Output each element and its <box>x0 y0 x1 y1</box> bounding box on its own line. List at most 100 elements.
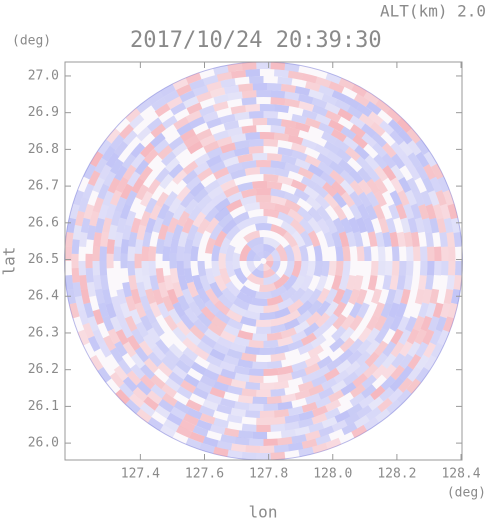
radar-cell <box>163 418 180 432</box>
radar-cell <box>213 342 230 356</box>
radar-cell <box>246 237 264 249</box>
radar-cell <box>303 185 320 200</box>
radar-cell <box>398 140 414 157</box>
radar-cell <box>143 358 159 374</box>
radar-cell <box>223 427 240 438</box>
radar-cell <box>79 232 88 248</box>
radar-cell <box>407 164 421 181</box>
radar-cell <box>267 118 282 127</box>
radar-cell <box>83 163 97 180</box>
radar-cell <box>331 325 347 342</box>
radar-cell <box>425 232 434 248</box>
radar-cell <box>381 364 397 380</box>
radar-cell <box>328 261 337 277</box>
radar-cell <box>389 274 399 291</box>
radar-cell <box>92 329 105 345</box>
radar-cell <box>277 372 293 383</box>
radar-cell <box>248 139 264 147</box>
radar-cell <box>372 204 385 221</box>
radar-cell <box>216 173 233 186</box>
radar-cell <box>74 210 85 227</box>
radar-cell <box>270 416 286 425</box>
radar-cell <box>348 338 364 354</box>
radar-cell <box>157 145 173 160</box>
radar-cell <box>150 384 166 399</box>
radar-cell <box>399 340 413 357</box>
radar-cell <box>125 295 137 312</box>
radar-cell <box>346 274 357 291</box>
radar-cell <box>390 177 404 194</box>
radar-cell <box>429 176 442 193</box>
radar-cell <box>229 303 247 317</box>
radar-cell <box>98 302 109 318</box>
radar-cell <box>144 197 158 214</box>
radar-cell <box>247 303 264 313</box>
radar-cell <box>105 152 120 168</box>
radar-cell <box>223 185 240 198</box>
radar-cell <box>300 176 317 190</box>
radar-cell <box>136 281 147 298</box>
radar-cell <box>80 288 91 305</box>
radar-cell <box>353 93 370 107</box>
radar-cell <box>140 374 156 390</box>
radar-cell <box>256 452 271 460</box>
radar-cell <box>314 365 331 379</box>
radar-cell <box>404 316 418 333</box>
radar-cell <box>325 110 342 123</box>
radar-cell <box>241 90 257 99</box>
radar-cell <box>97 183 110 200</box>
radar-cell <box>404 189 418 206</box>
radar-cell <box>163 90 180 104</box>
radar-cell <box>307 206 323 223</box>
radar-cell <box>296 310 313 325</box>
radar-cell <box>255 326 272 334</box>
radar-cell <box>236 291 254 305</box>
radar-cell <box>87 335 101 352</box>
radar-cell <box>92 261 101 276</box>
radar-cell <box>315 434 332 446</box>
radar-cell <box>251 244 264 254</box>
y-tick-label: 26.3 <box>28 325 59 340</box>
radar-cell <box>397 129 413 145</box>
radar-cell <box>280 286 297 302</box>
radar-cell <box>196 287 211 304</box>
radar-cell <box>206 354 223 368</box>
radar-cell <box>182 169 198 185</box>
radar-cell <box>335 245 344 261</box>
radar-cell <box>241 62 257 71</box>
radar-cell <box>387 118 404 134</box>
radar-cell <box>435 190 447 206</box>
radar-cell <box>219 237 232 255</box>
radar-cell <box>214 274 228 292</box>
radar-cell <box>277 146 294 157</box>
radar-cell <box>357 302 370 319</box>
radar-cell <box>177 274 189 291</box>
radar-cell <box>284 421 300 431</box>
radar-cell <box>159 424 176 438</box>
radar-cell <box>207 322 224 337</box>
radar-cell <box>230 407 246 417</box>
radar-cell <box>161 115 178 130</box>
radar-cell <box>321 131 338 145</box>
radar-cell <box>332 288 346 305</box>
radar-cell <box>371 142 388 158</box>
radar-cell <box>212 101 229 112</box>
radar-cell <box>166 96 183 110</box>
radar-cell <box>233 267 248 285</box>
radar-cell <box>351 84 368 98</box>
radar-cell <box>94 288 105 305</box>
radar-cell <box>199 405 215 417</box>
radar-cell <box>338 77 355 91</box>
radar-cell <box>318 425 335 437</box>
radar-cell <box>252 396 268 404</box>
radar-cell <box>361 384 377 399</box>
radar-cell <box>391 261 400 276</box>
radar-cell <box>425 302 437 319</box>
radar-cell <box>66 217 77 234</box>
radar-cell <box>390 141 405 158</box>
radar-cell <box>307 288 322 305</box>
radar-cell <box>176 261 185 277</box>
radar-cell <box>145 217 156 234</box>
radar-cell <box>325 437 342 450</box>
radar-cell <box>373 352 388 369</box>
